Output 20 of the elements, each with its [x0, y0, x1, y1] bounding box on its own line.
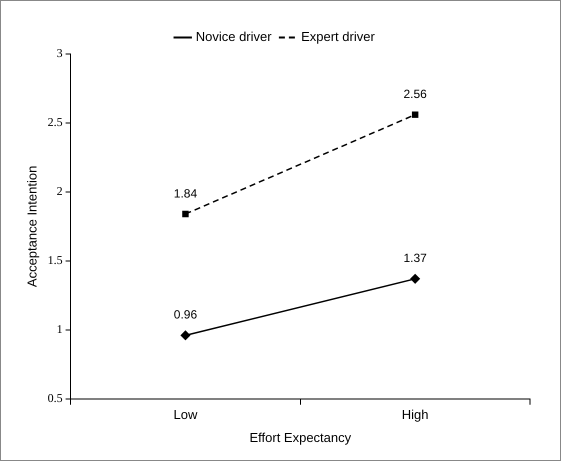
point: [180, 330, 190, 340]
y-tick-label: 3: [56, 46, 63, 60]
data-label: 2.56: [403, 86, 428, 101]
legend-label: Novice driver: [196, 29, 272, 44]
x-tick-label: Low: [174, 407, 198, 422]
x-axis-title: Effort Expectancy: [249, 430, 352, 445]
y-tick-label: 0.5: [48, 390, 63, 405]
data-label: 1.37: [403, 251, 428, 266]
legend-label: Expert driver: [301, 29, 376, 44]
y-tick-label: 1.5: [48, 253, 63, 268]
y-tick-label: 2.5: [48, 115, 63, 130]
y-tick-label: 2: [56, 184, 63, 198]
point: [410, 274, 420, 284]
y-axis-title: Acceptance Intention: [24, 166, 40, 288]
point: [182, 210, 189, 218]
y-tick-label: 1: [56, 322, 63, 336]
point: [412, 111, 418, 118]
data-label: 0.96: [174, 308, 198, 322]
x-tick-label: High: [402, 407, 429, 422]
data-label: 1.84: [174, 186, 198, 200]
